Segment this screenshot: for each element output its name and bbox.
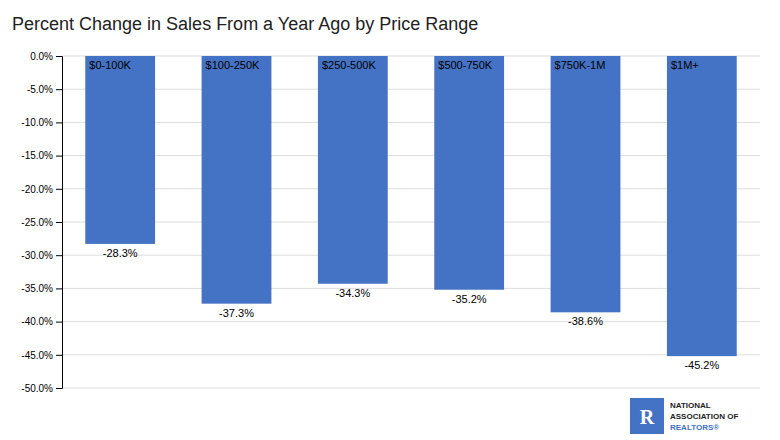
plot: 0.0% -5.0% -10.0% -15.0% -20.0% -25.0% -30.0% -… [21,51,760,394]
grid-line [62,255,760,256]
category-label: $100-250K [206,59,260,71]
tick-label: -50.0% [21,383,53,394]
bar [85,56,155,244]
tick-label: -35.0% [21,283,53,294]
logo: R NATIONAL ASSOCIATION OF REALTORS® [630,398,738,434]
tick: -35.0% [21,283,62,294]
title: Percent Change in Sales From a Year Ago … [12,14,478,34]
annotation: REALTORS® [670,423,719,432]
tick-mark [56,355,62,356]
category-label: $0-100K [89,59,131,71]
tick-mark [56,122,62,123]
tick-label: -15.0% [21,150,53,161]
tick-label: -30.0% [21,250,53,261]
data-labels: -28.3% -37.3% -34.3% -35.2% -38.6% -45.2% [103,247,720,371]
bar [318,56,388,284]
category-label: $750K-1M [555,59,606,71]
tick-label: -45.0% [21,350,53,361]
tick-mark [56,222,62,223]
tick: -10.0% [21,117,62,128]
grid-line [62,222,760,223]
annotation: ASSOCIATION OF [670,412,738,421]
tick-mark [56,255,62,256]
bar [202,56,272,304]
category-labels: $0-100K $100-250K $250-500K $500-750K $750K-… [89,59,698,71]
grid [62,56,760,388]
grid-line [62,89,760,90]
category-label: $1M+ [671,59,699,71]
grid-line [62,56,760,57]
tick: -5.0% [27,84,62,95]
tick: -20.0% [21,184,62,195]
tick-mark [56,56,62,57]
tick-label: -5.0% [27,84,53,95]
tick-label: -10.0% [21,117,53,128]
tick: -40.0% [21,316,62,327]
grid-line [62,354,760,355]
tick-mark [56,322,62,323]
tick: -50.0% [21,383,62,394]
logo-box [630,398,664,434]
data-label: -38.6% [568,315,603,327]
grid-line [62,288,760,289]
bars [85,56,736,356]
tick-label: -40.0% [21,316,53,327]
tick-mark [56,388,62,389]
tick: -30.0% [21,250,62,261]
data-label: -45.2% [684,359,719,371]
tick: -15.0% [21,150,62,161]
grid-line [62,321,760,322]
grid-line [62,155,760,156]
tick: -25.0% [21,217,62,228]
bar [667,56,737,356]
chart: Percent Change in Sales From a Year Ago … [0,0,780,440]
y-axis: 0.0% -5.0% -10.0% -15.0% -20.0% -25.0% -30.0% -… [21,51,62,394]
bar [434,56,504,290]
tick-mark [56,156,62,157]
category-label: $500-750K [438,59,492,71]
category-label: $250-500K [322,59,376,71]
data-label: -28.3% [103,247,138,259]
tick-mark [56,189,62,190]
tick-mark [56,89,62,90]
data-label: -34.3% [335,287,370,299]
annotation: NATIONAL [670,401,711,410]
annotation: R [640,406,655,428]
data-label: -35.2% [452,293,487,305]
axis-line [56,57,63,389]
tick-mark [56,288,62,289]
bar [551,56,621,312]
tick-label: -25.0% [21,217,53,228]
grid-line [62,188,760,189]
tick: 0.0% [30,51,62,62]
grid-line [62,122,760,123]
data-label: -37.3% [219,307,254,319]
tick-label: 0.0% [30,51,53,62]
tick: -45.0% [21,350,62,361]
grid-line [62,388,760,389]
tick-label: -20.0% [21,184,53,195]
